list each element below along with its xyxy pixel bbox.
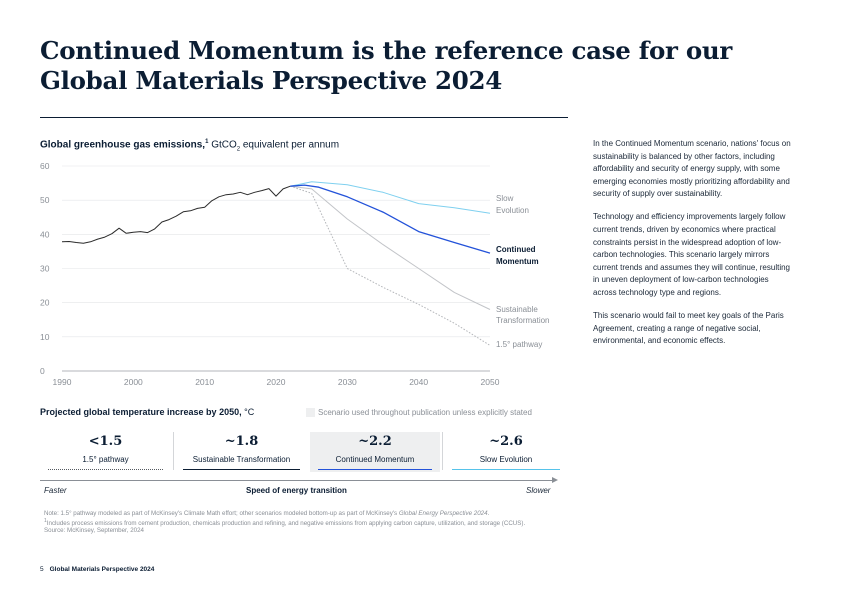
scenario-name: Continued Momentum [335, 455, 415, 464]
x-axis-ticks: 1990 2000 2010 2020 2030 2040 2050 [53, 377, 500, 387]
y-tick-label: 40 [40, 229, 50, 239]
footnote-text: Includes process emissions from cement p… [46, 519, 526, 527]
scenario-underline [452, 469, 560, 470]
note-publication: Global Energy Perspective 2024 [398, 510, 488, 517]
chart-unit-suffix: equivalent per annum [242, 139, 340, 151]
scenario-underline [48, 469, 163, 470]
series-label: Evolution [496, 206, 529, 215]
speed-axis-label: Speed of energy transition [246, 486, 347, 495]
y-tick-label: 50 [40, 195, 50, 205]
series-line-1-5-pathway [290, 185, 491, 346]
temperature-heading-bold: Projected global temperature increase by… [40, 407, 242, 417]
scenario-name: 1.5° pathway [82, 455, 129, 464]
chart-heading-footnote-mark: 1 [205, 139, 209, 145]
series-label: Sustainable [496, 305, 538, 314]
y-tick-label: 60 [40, 161, 50, 171]
page-number: 5 [40, 566, 44, 573]
series-line-historical [61, 185, 291, 244]
chart-grid [62, 165, 490, 372]
side-paragraph: Technology and efficiency improvements l… [593, 212, 790, 298]
chart-heading-bold: Global greenhouse gas emissions, [40, 139, 206, 151]
speed-arrow-line [40, 480, 552, 481]
series-line-slow-evolution [290, 181, 491, 214]
chart-heading: Global greenhouse gas emissions,1 GtCO2 … [40, 139, 339, 152]
cell-divider [442, 432, 443, 470]
y-tick-label: 0 [40, 366, 45, 376]
chart-notes: Note: 1.5° pathway modeled as part of Mc… [44, 510, 564, 535]
temperature-value: ~2.2 [358, 434, 392, 449]
temperature-heading-unit: °C [244, 407, 255, 417]
temperature-cell-continued-momentum: ~2.2 Continued Momentum [310, 432, 440, 472]
series-label: Transformation [496, 316, 550, 325]
faster-label: Faster [44, 486, 67, 495]
y-tick-label: 10 [40, 332, 50, 342]
y-tick-label: 20 [40, 298, 50, 308]
scenario-underline [318, 469, 432, 470]
x-tick-label: 1990 [53, 377, 72, 387]
temperature-value: ~2.6 [489, 434, 523, 449]
temperature-value: ~1.8 [224, 434, 259, 449]
page-footer: 5 Global Materials Perspective 2024 [40, 566, 154, 573]
page-title: Continued Momentum is the reference case… [40, 36, 733, 95]
arrow-right-icon [552, 477, 558, 483]
scenario-underline [183, 469, 300, 470]
x-tick-label: 2020 [267, 377, 286, 387]
footnote-mark: 1 [44, 517, 47, 524]
temperature-cell-slow-evolution: ~2.6 Slow Evolution [444, 432, 568, 472]
series-label: Momentum [496, 257, 539, 266]
note-end: . [487, 510, 490, 517]
series-line-continued-momentum [290, 184, 491, 254]
x-tick-label: 2010 [195, 377, 214, 387]
chart-unit-sub: 2 [236, 146, 241, 153]
y-axis-ticks: 60 50 40 30 20 10 0 [40, 161, 50, 376]
scenario-description: In the Continued Momentum scenario, nati… [593, 138, 793, 358]
temperature-cell-1-5-pathway: <1.5 1.5° pathway [40, 432, 171, 472]
legend-label: Scenario used throughout publication unl… [318, 408, 532, 417]
y-tick-label: 30 [40, 264, 50, 274]
chart-series [61, 181, 491, 346]
legend-swatch [306, 408, 315, 417]
scenario-name: Sustainable Transformation [192, 455, 291, 464]
title-divider [40, 117, 568, 118]
x-tick-label: 2000 [124, 377, 143, 387]
source-note: Source: McKinsey, September, 2024 [44, 527, 144, 535]
note-text: Note: 1.5° pathway modeled as part of Mc… [44, 510, 399, 517]
slower-label: Slower [526, 486, 551, 495]
side-paragraph: In the Continued Momentum scenario, nati… [593, 139, 791, 199]
footnote: 1Includes process emissions from cement … [44, 518, 564, 528]
temperature-heading: Projected global temperature increase by… [40, 407, 254, 417]
series-label: Slow [496, 194, 514, 203]
chart-unit-prefix: GtCO [211, 139, 237, 151]
scenario-name: Slow Evolution [479, 455, 533, 464]
x-tick-label: 2050 [481, 377, 500, 387]
temperature-value: <1.5 [88, 434, 123, 449]
x-tick-label: 2040 [409, 377, 428, 387]
series-line-sustainable-transformation [290, 185, 491, 310]
series-label: 1.5° pathway [496, 340, 542, 349]
series-label: Continued [496, 245, 536, 254]
x-tick-label: 2030 [338, 377, 357, 387]
series-labels: Slow Evolution Continued Momentum Sustainabl… [496, 194, 550, 349]
methodology-note: Note: 1.5° pathway modeled as part of Mc… [44, 510, 564, 518]
publication-name: Global Materials Perspective 2024 [49, 566, 155, 573]
side-paragraph: This scenario would fail to meet key goa… [593, 311, 784, 346]
cell-divider [173, 432, 174, 470]
temperature-cell-sustainable-transformation: ~1.8 Sustainable Transformation [175, 432, 308, 472]
